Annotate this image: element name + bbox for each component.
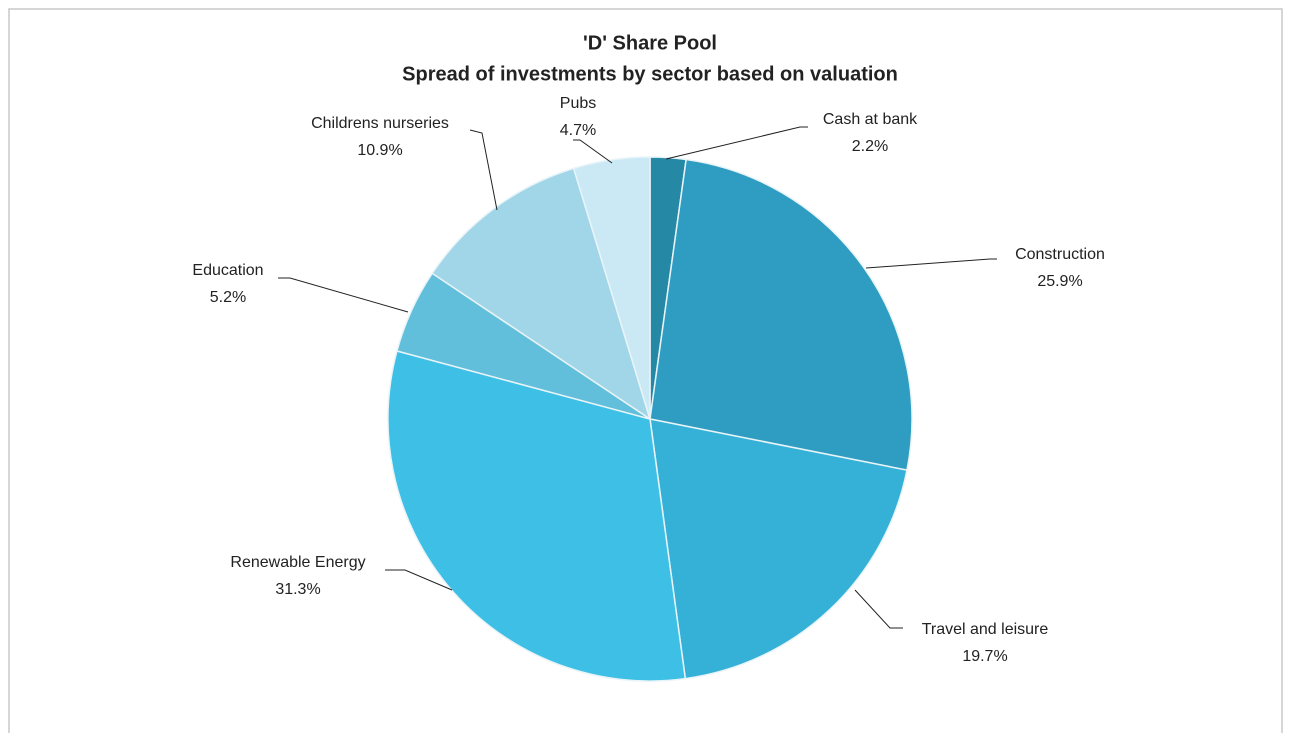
slice-value-label: 10.9% — [357, 142, 402, 159]
slice-label: Renewable Energy — [230, 554, 365, 571]
leader-line — [278, 277, 409, 313]
pie-slice — [649, 418, 908, 680]
pie-slice — [431, 167, 652, 421]
pie-slice — [387, 350, 687, 682]
pie-slice — [572, 156, 651, 420]
slice-value-label: 25.9% — [1037, 273, 1082, 290]
slice-label: Cash at bank — [823, 111, 918, 128]
leader-line — [854, 589, 903, 629]
slice-label: Education — [192, 262, 263, 279]
slice-value-label: 2.2% — [852, 138, 888, 155]
leader-line — [665, 126, 808, 160]
chart-subtitle: Spread of investments by sector based on… — [402, 63, 898, 85]
leader-line — [573, 139, 613, 164]
slice-value-label: 31.3% — [275, 581, 320, 598]
slice-label: Travel and leisure — [922, 621, 1049, 638]
leader-line — [469, 129, 498, 211]
leader-line — [865, 258, 997, 269]
slice-label: Pubs — [560, 95, 596, 112]
slice-value-label: 4.7% — [560, 122, 596, 139]
slice-value-label: 5.2% — [210, 289, 246, 306]
pie-slice — [649, 158, 913, 472]
slice-value-label: 19.7% — [962, 648, 1007, 665]
chart-title: 'D' Share Pool — [583, 32, 717, 54]
slice-label: Construction — [1015, 246, 1105, 263]
leader-line — [385, 569, 453, 591]
slice-label: Childrens nurseries — [311, 115, 449, 132]
